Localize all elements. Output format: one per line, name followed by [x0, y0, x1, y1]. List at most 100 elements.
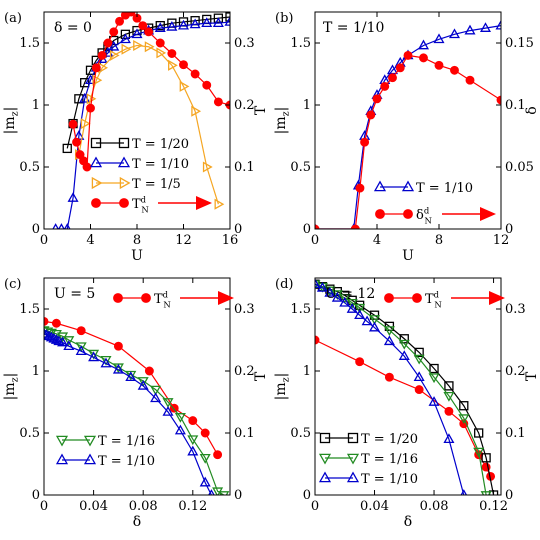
- data-point: [80, 78, 90, 88]
- data-point: [144, 27, 154, 37]
- data-point: [92, 74, 103, 86]
- data-point: [383, 335, 395, 346]
- legend-entry: Td N: [113, 290, 234, 310]
- legend-entry: Td N: [91, 195, 212, 215]
- data-point: [68, 119, 78, 129]
- data-point: [150, 392, 162, 403]
- data-point: [366, 110, 376, 120]
- data-point: [339, 296, 351, 307]
- data-point: [103, 38, 113, 48]
- y-tick-label-left: 0.5: [290, 160, 311, 175]
- y-axis-label-right: T: [524, 371, 540, 381]
- legend-label: Td N: [154, 290, 171, 310]
- data-point: [346, 303, 358, 313]
- legend-marker: [119, 198, 129, 208]
- series-3: [315, 278, 468, 495]
- x-tick-label: 8: [133, 233, 141, 248]
- data-point: [354, 309, 366, 320]
- data-point: [316, 281, 328, 292]
- data-point: [428, 373, 440, 384]
- y-tick-label-right: 0.3: [505, 302, 526, 317]
- x-tick-label: 16: [222, 233, 239, 248]
- data-point: [450, 65, 459, 75]
- legend-marker: [403, 209, 413, 219]
- plot-frame: [314, 11, 502, 230]
- data-point: [315, 278, 321, 289]
- legend-label: T = 1/5: [132, 177, 181, 192]
- data-point: [213, 97, 223, 107]
- x-tick-label: 4: [373, 233, 381, 248]
- panel-c: 0 0.04 0.08 0.12 0 0.5 1 1.5 0 0.1 0.2 0.3 δ |mz| T (c)…: [2, 277, 269, 530]
- legend-label: T = 1/16: [361, 452, 418, 467]
- data-point: [51, 318, 61, 328]
- x-tick-label: 0: [40, 233, 48, 248]
- plot-area: [44, 316, 230, 495]
- x-tick-label: 0: [311, 499, 319, 514]
- y-tick-label-left: 0: [303, 222, 311, 237]
- data-point: [474, 428, 484, 438]
- data-point: [174, 413, 186, 423]
- y-tick-label-right: 0.2: [234, 98, 255, 113]
- x-tick-label: 0.12: [479, 499, 508, 514]
- data-point: [433, 33, 445, 44]
- legend-entry: T = 1/10: [318, 471, 418, 487]
- data-point: [75, 345, 87, 356]
- legend-marker: [373, 180, 387, 192]
- y-tick-label-left: 0: [32, 222, 40, 237]
- y-tick-label-right: 0: [234, 488, 242, 503]
- data-point: [208, 489, 215, 495]
- x-axis-label: U: [131, 248, 143, 264]
- data-point: [177, 19, 190, 30]
- data-point: [188, 416, 198, 426]
- data-point: [63, 223, 71, 229]
- y-tick-label-right: 0.05: [505, 160, 534, 175]
- data-point: [190, 69, 200, 79]
- legend-marker: [375, 209, 385, 219]
- legend-entry: T = 1/10: [373, 180, 473, 196]
- y-tick-label-left: 1: [32, 98, 40, 113]
- data-point: [202, 80, 212, 90]
- y-tick-label-left: 1.5: [19, 36, 40, 51]
- y-tick-label-left: 1: [32, 364, 40, 379]
- data-point: [384, 372, 394, 382]
- data-point: [57, 336, 69, 347]
- legend-marker: [318, 471, 332, 483]
- panel-label: (d): [275, 277, 293, 292]
- data-point: [201, 17, 213, 28]
- data-point: [324, 286, 336, 297]
- legend-marker: [83, 435, 97, 447]
- legend: Td N T = 1/16 T = 1/10: [55, 290, 234, 469]
- y-tick-label-right: 0: [505, 222, 513, 237]
- data-point: [58, 223, 65, 229]
- legend-label: T = 1/16: [98, 434, 155, 449]
- data-point: [86, 103, 95, 113]
- data-point: [91, 63, 101, 73]
- data-point: [479, 22, 492, 32]
- data-point: [200, 428, 210, 438]
- data-point: [112, 363, 124, 374]
- data-point: [465, 75, 475, 85]
- data-point: [403, 50, 413, 60]
- data-point: [414, 385, 424, 395]
- data-point: [126, 12, 136, 17]
- legend: T = 1/20 T = 1/10 T = 1/5 Td N: [89, 137, 212, 215]
- data-point: [72, 137, 81, 147]
- legend-label: T = 1/20: [361, 432, 418, 447]
- data-point: [398, 339, 410, 350]
- series-line: [44, 333, 212, 495]
- legend-marker: [346, 471, 360, 483]
- data-point: [413, 371, 425, 382]
- x-tick-label: 12: [493, 233, 510, 248]
- legend-entry: T = 1/10: [89, 156, 189, 172]
- data-point: [429, 363, 439, 374]
- panel-label: (c): [4, 277, 21, 292]
- y-tick-label-right: 0.1: [505, 98, 526, 113]
- legend-entry: T = 1/5: [91, 176, 181, 192]
- y-tick-label-right: 0.15: [505, 36, 534, 51]
- y-tick-label-right: 0.3: [234, 36, 255, 51]
- x-tick-label: 0.12: [178, 499, 207, 514]
- panel-label: (a): [4, 11, 22, 26]
- data-point: [213, 450, 223, 460]
- data-point: [88, 349, 100, 360]
